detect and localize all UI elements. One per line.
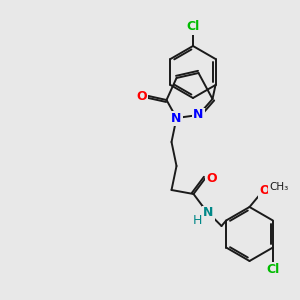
Text: Cl: Cl xyxy=(186,20,200,34)
Text: N: N xyxy=(193,109,204,122)
Text: CH₃: CH₃ xyxy=(269,182,288,192)
Text: N: N xyxy=(203,206,214,220)
Text: N: N xyxy=(171,112,182,124)
Text: O: O xyxy=(136,89,147,103)
Text: O: O xyxy=(206,172,217,184)
Text: Cl: Cl xyxy=(266,263,280,276)
Text: O: O xyxy=(259,184,270,197)
Text: H: H xyxy=(193,214,202,226)
